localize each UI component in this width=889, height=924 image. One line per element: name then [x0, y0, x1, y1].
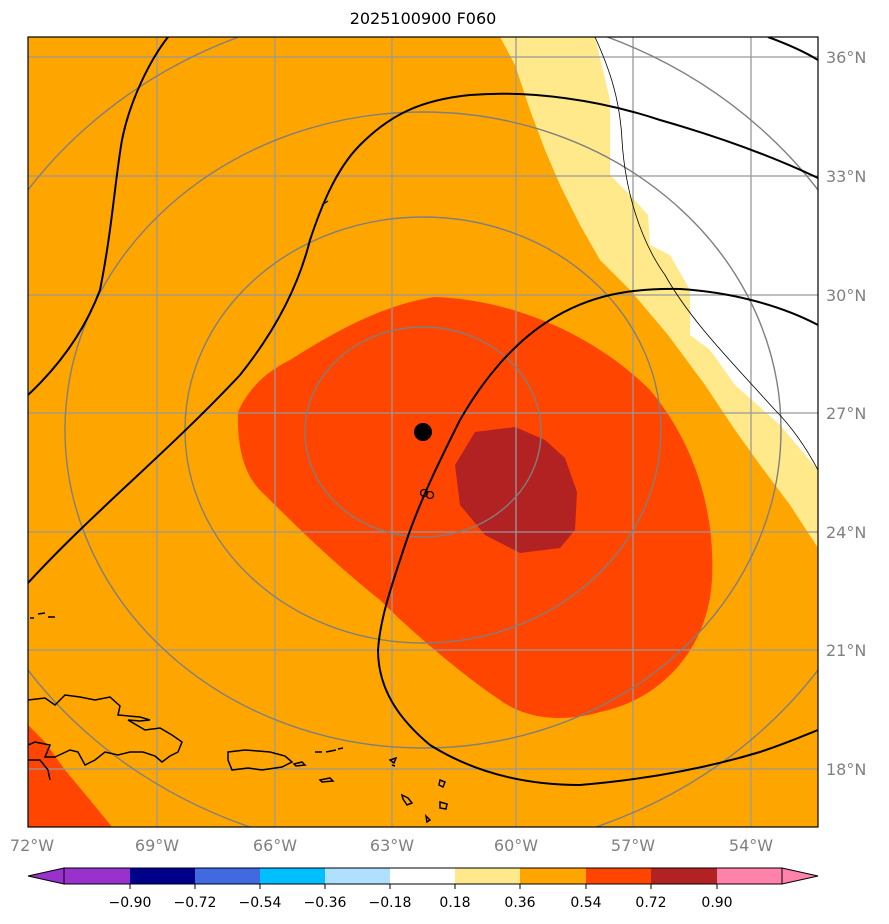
lon-tick-label: 66°W [253, 836, 297, 855]
lon-tick-label: 69°W [135, 836, 179, 855]
lon-tick-label: 72°W [10, 836, 54, 855]
black-contours [28, 37, 818, 787]
colorbar-label: −0.18 [369, 895, 412, 911]
colorbar-swatch [64, 868, 130, 884]
colorbar-label: 0.72 [635, 895, 666, 911]
lat-tick-label: 33°N [826, 167, 866, 186]
lon-tick-label: 54°W [729, 836, 773, 855]
colorbar-label: 0.90 [701, 895, 732, 911]
colorbar-swatch [130, 868, 195, 884]
lon-tick-label: 60°W [494, 836, 538, 855]
lat-tick-label: 24°N [826, 523, 866, 542]
lat-tick-label: 21°N [826, 641, 866, 660]
field-sw-corner [28, 725, 112, 827]
colorbar-label: −0.72 [174, 895, 217, 911]
colorbar-left-extend [27, 867, 65, 885]
colorbar-label: −0.36 [304, 895, 347, 911]
lat-tick-label: 27°N [826, 404, 866, 423]
colorbar-swatch [651, 868, 717, 884]
gridlines [28, 37, 818, 827]
storm-center-marker[interactable] [414, 423, 432, 441]
minor-contour-loops [321, 200, 435, 500]
lon-tick-label: 63°W [370, 836, 414, 855]
colorbar-swatch [195, 868, 260, 884]
colorbar-swatch [717, 868, 782, 884]
colorbar-swatch [586, 868, 651, 884]
coastlines [28, 612, 448, 824]
colorbar-swatch [325, 868, 390, 884]
colorbar-swatch [260, 868, 325, 884]
colorbar-label: −0.90 [109, 895, 152, 911]
colorbar-label: 0.54 [570, 895, 601, 911]
colorbar-ticks [129, 884, 718, 889]
lon-tick-label: 57°W [611, 836, 655, 855]
lat-tick-labels: 36°N 33°N 30°N 27°N 24°N 21°N 18°N [826, 48, 866, 779]
lat-tick-label: 30°N [826, 286, 866, 305]
map-frame [27, 36, 819, 828]
colorbar-right-extend [781, 867, 819, 885]
colorbar-label: 0.18 [439, 895, 470, 911]
colorbar-swatch [455, 868, 520, 884]
colorbar-label: 0.36 [504, 895, 535, 911]
colorbar-swatch [520, 868, 586, 884]
lat-tick-label: 18°N [826, 760, 866, 779]
colorbar-swatch [390, 868, 455, 884]
lon-tick-labels: 72°W 69°W 66°W 63°W 60°W 57°W 54°W [10, 836, 773, 855]
colorbar-frame [63, 867, 783, 885]
colorbar-label: −0.54 [239, 895, 282, 911]
field-white-region [595, 37, 818, 470]
colorbar: −0.90 −0.72 −0.54 −0.36 −0.18 0.18 0.36 … [27, 867, 819, 911]
thin-contour [594, 37, 818, 471]
map-title: 2025100900 F060 [349, 9, 497, 28]
lat-tick-label: 36°N [826, 48, 866, 67]
